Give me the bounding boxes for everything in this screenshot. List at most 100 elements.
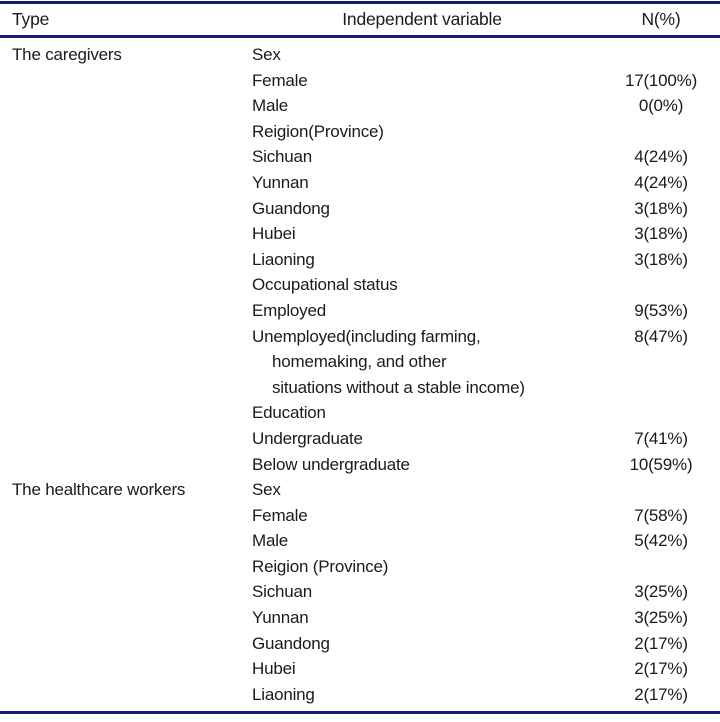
- type-cell: [0, 579, 242, 605]
- type-cell: [0, 144, 242, 170]
- n-percent-cell: [602, 349, 720, 375]
- table-row: Hubei 3(18%): [0, 221, 720, 247]
- table-row: Sichuan 4(24%): [0, 144, 720, 170]
- type-cell: [0, 631, 242, 657]
- table-row: Reigion (Province): [0, 554, 720, 580]
- table-row: Occupational status: [0, 272, 720, 298]
- table-row: Female 17(100%): [0, 68, 720, 94]
- variable-cell: Sichuan: [252, 147, 313, 167]
- n-percent-cell: 7(58%): [634, 505, 688, 525]
- table-header-row: Type Independent variable N(%): [0, 2, 720, 38]
- type-cell: [0, 93, 242, 119]
- n-percent-cell: 3(18%): [634, 224, 688, 244]
- type-cell: [0, 682, 242, 713]
- type-cell: [0, 324, 242, 350]
- variable-cell: Guandong: [252, 633, 330, 653]
- variable-cell: Guandong: [252, 198, 330, 218]
- n-percent-cell: 3(25%): [634, 582, 688, 602]
- variable-cell: Female: [252, 505, 308, 525]
- n-percent-cell: 5(42%): [634, 531, 688, 551]
- table-row: Reigion(Province): [0, 119, 720, 145]
- variable-cell: Hubei: [252, 224, 296, 244]
- variable-cell: homemaking, and other: [272, 352, 447, 372]
- table-row: Yunnan 3(25%): [0, 605, 720, 631]
- n-percent-cell: [602, 119, 720, 145]
- variable-cell: Yunnan: [252, 172, 309, 192]
- variable-cell: Sex: [252, 45, 281, 64]
- column-header-type: Type: [0, 2, 242, 38]
- column-header-n-percent: N(%): [602, 2, 720, 38]
- table-row: Male 0(0%): [0, 93, 720, 119]
- variable-cell: Below undergraduate: [252, 454, 410, 474]
- n-percent-cell: 2(17%): [634, 659, 688, 679]
- table-row: The healthcare workers Sex: [0, 477, 720, 503]
- variable-cell: Reigion(Province): [252, 121, 384, 141]
- n-percent-cell: 2(17%): [634, 633, 688, 653]
- n-percent-cell: 3(25%): [634, 608, 688, 628]
- n-percent-cell: 2(17%): [634, 684, 688, 704]
- type-cell: [0, 375, 242, 401]
- table-row: The caregivers Sex: [0, 37, 720, 68]
- variable-cell: Female: [252, 70, 308, 90]
- table-row: Male 5(42%): [0, 528, 720, 554]
- n-percent-cell: 4(24%): [634, 147, 688, 167]
- table-row: Female 7(58%): [0, 503, 720, 529]
- type-cell: [0, 605, 242, 631]
- n-percent-cell: [602, 375, 720, 401]
- table-row: Hubei 2(17%): [0, 656, 720, 682]
- n-percent-cell: 7(41%): [634, 428, 688, 448]
- variable-cell: Hubei: [252, 659, 296, 679]
- table-row: Liaoning 2(17%): [0, 682, 720, 713]
- n-percent-cell: [602, 37, 720, 68]
- type-cell: [0, 503, 242, 529]
- type-cell: [0, 272, 242, 298]
- n-percent-cell: 3(18%): [634, 198, 688, 218]
- variable-cell: Liaoning: [252, 684, 315, 704]
- variable-cell: Occupational status: [252, 275, 398, 295]
- variable-cell: Male: [252, 96, 289, 116]
- type-cell: [0, 247, 242, 273]
- table-header: Type Independent variable N(%): [0, 2, 720, 38]
- type-cell: [0, 349, 242, 375]
- n-percent-cell: 0(0%): [638, 96, 684, 116]
- variable-cell: Sichuan: [252, 582, 313, 602]
- variable-cell: Unemployed(including farming,: [252, 326, 481, 346]
- type-cell: [0, 656, 242, 682]
- variable-cell: Male: [252, 531, 289, 551]
- n-percent-cell: 9(53%): [634, 300, 688, 320]
- type-cell: [0, 221, 242, 247]
- n-percent-cell: 3(18%): [634, 249, 688, 269]
- type-cell: [0, 170, 242, 196]
- variable-cell: Education: [252, 403, 326, 423]
- type-cell: [0, 298, 242, 324]
- type-cell: The healthcare workers: [12, 480, 186, 500]
- table-row: Liaoning 3(18%): [0, 247, 720, 273]
- n-percent-cell: [602, 477, 720, 503]
- n-percent-cell: [602, 554, 720, 580]
- table-row: Below undergraduate 10(59%): [0, 452, 720, 478]
- type-cell: [0, 554, 242, 580]
- n-percent-cell: [602, 272, 720, 298]
- type-cell: [0, 119, 242, 145]
- table-row: Sichuan 3(25%): [0, 579, 720, 605]
- column-header-independent-variable: Independent variable: [242, 2, 602, 38]
- variable-cell: Reigion (Province): [252, 556, 389, 576]
- variable-cell: Sex: [252, 480, 281, 500]
- table-row: Guandong 3(18%): [0, 196, 720, 222]
- type-cell: [0, 452, 242, 478]
- type-cell: [0, 426, 242, 452]
- table-row: Guandong 2(17%): [0, 631, 720, 657]
- type-cell: [0, 68, 242, 94]
- n-percent-cell: [602, 400, 720, 426]
- type-cell: [0, 528, 242, 554]
- table-row: homemaking, and other: [0, 349, 720, 375]
- type-cell: The caregivers: [12, 45, 122, 64]
- table-body: The caregivers Sex Female 17(100%) Male …: [0, 37, 720, 713]
- variable-cell: situations without a stable income): [272, 377, 525, 397]
- table-row: Undergraduate 7(41%): [0, 426, 720, 452]
- table-row: Education: [0, 400, 720, 426]
- type-cell: [0, 196, 242, 222]
- n-percent-cell: 10(59%): [629, 454, 693, 474]
- n-percent-cell: 17(100%): [624, 70, 698, 90]
